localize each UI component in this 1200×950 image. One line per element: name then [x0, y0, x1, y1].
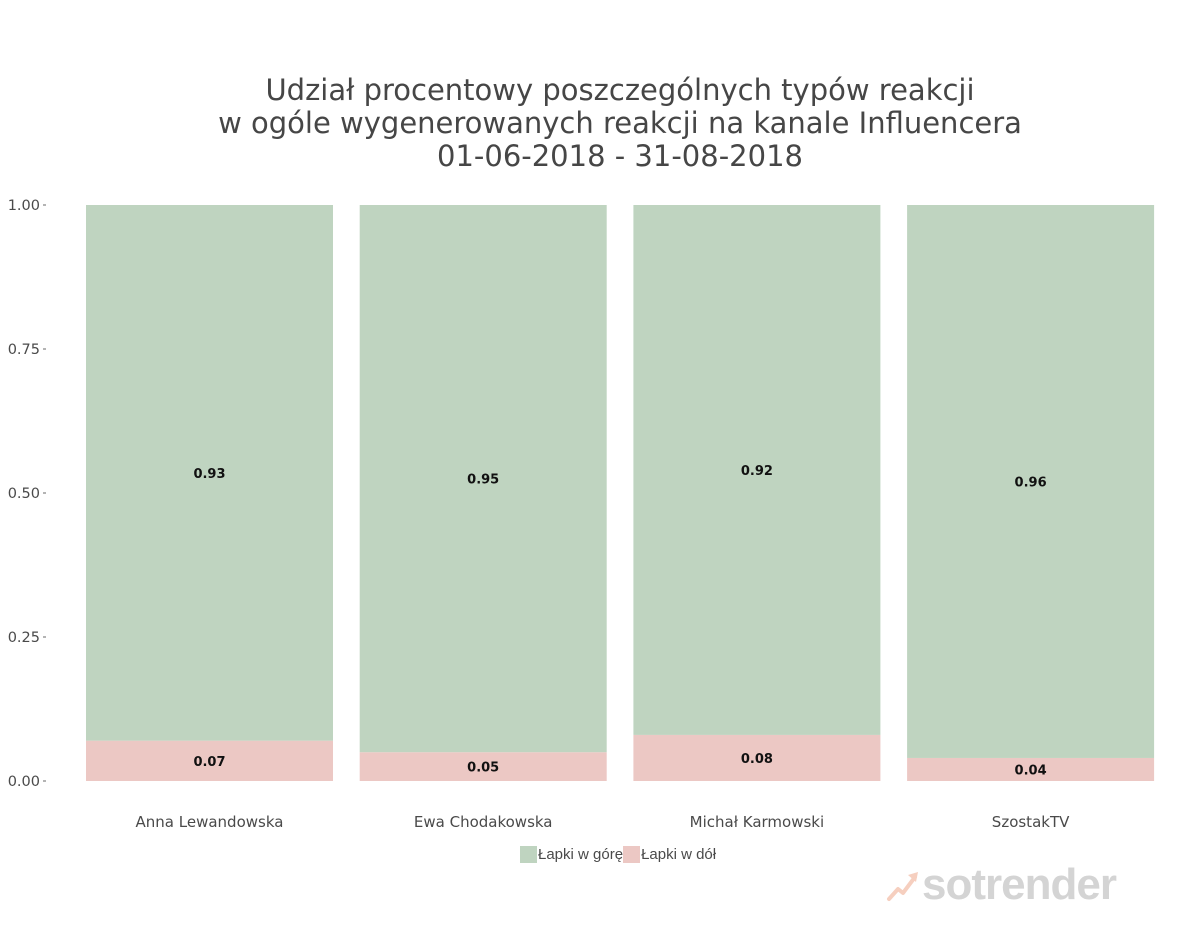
data-label: 0.04 [1015, 763, 1047, 778]
chart-title: Udział procentowy poszczególnych typów r… [0, 74, 1200, 173]
x-category-label: SzostakTV [992, 813, 1070, 831]
data-label: 0.95 [467, 473, 499, 488]
bar-segment-up[interactable] [359, 205, 607, 753]
bar-segment-down[interactable] [633, 734, 881, 781]
y-tick-label: 0.00 [8, 774, 40, 790]
legend-item-down[interactable]: Łapki w dół [623, 846, 716, 863]
y-tick-label: 0.50 [8, 486, 40, 502]
data-label: 0.93 [193, 467, 225, 482]
x-category-label: Michał Karmowski [690, 813, 824, 831]
data-label: 0.05 [467, 761, 499, 776]
rising-arrow-icon [887, 872, 918, 901]
y-tick-label: 1.00 [8, 198, 40, 214]
sotrender-logo: sotrender [886, 860, 1117, 910]
data-label: 0.96 [1015, 475, 1047, 490]
logo-text: sotrender [922, 860, 1117, 909]
chart-title-line-3: 01-06-2018 - 31-08-2018 [437, 139, 803, 173]
bar-segment-up[interactable] [86, 205, 333, 741]
legend: Łapki w górę Łapki w dół [520, 846, 716, 863]
x-category-label: Ewa Chodakowska [414, 813, 553, 831]
x-category-label: Anna Lewandowska [136, 813, 284, 831]
legend-item-up[interactable]: Łapki w górę [520, 846, 623, 863]
legend-swatch-down [623, 846, 641, 863]
bar-segment-up[interactable] [907, 205, 1155, 758]
data-label: 0.07 [193, 755, 225, 770]
data-label: 0.08 [741, 752, 773, 767]
y-tick-label: 0.25 [8, 630, 40, 646]
y-axis: 0.00 0.25 0.50 0.75 1.00 [8, 198, 46, 790]
x-axis: Anna Lewandowska Ewa Chodakowska Michał Ka… [136, 813, 1071, 831]
bar-segment-down[interactable] [907, 757, 1155, 781]
y-tick-label: 0.75 [8, 342, 40, 358]
chart-title-line-1: Udział procentowy poszczególnych typów r… [265, 73, 975, 107]
legend-swatch-up [520, 846, 537, 863]
legend-label-down: Łapki w dół [641, 846, 717, 863]
legend-label-up: Łapki w górę [538, 846, 624, 863]
chart-title-line-2: w ogóle wygenerowanych reakcji na kanale… [218, 106, 1022, 140]
bar-segment-down[interactable] [359, 752, 607, 781]
bars-layer [86, 205, 1155, 781]
data-label: 0.92 [741, 464, 773, 479]
bar-segment-down[interactable] [86, 740, 333, 781]
data-labels-layer: 0.07 0.93 0.05 0.95 0.08 0.92 0.04 0.96 [193, 464, 1046, 779]
bar-segment-up[interactable] [633, 205, 881, 735]
